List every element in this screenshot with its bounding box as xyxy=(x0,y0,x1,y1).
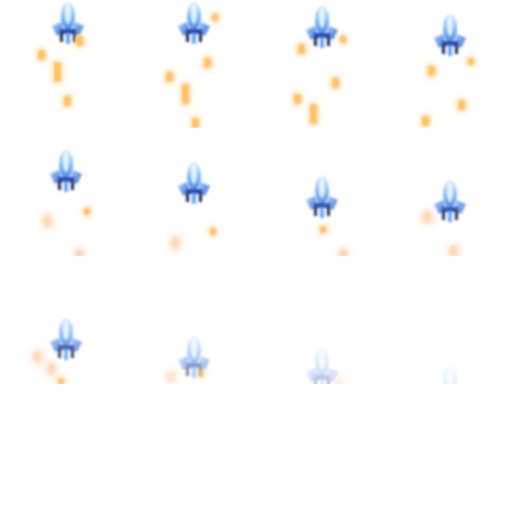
exhaust-spark xyxy=(182,84,189,104)
exhaust-spark xyxy=(458,100,465,110)
spaceship-sprite xyxy=(302,6,342,52)
exhaust-spark xyxy=(310,104,317,124)
exhaust-spark xyxy=(76,36,83,46)
sprite-frame xyxy=(256,0,384,128)
exhaust-spark xyxy=(76,250,83,256)
spaceship-sprite xyxy=(46,150,86,196)
exhaust-spark xyxy=(198,370,204,377)
exhaust-spark xyxy=(450,246,457,256)
exhaust-spark xyxy=(38,50,45,60)
sprite-frame xyxy=(128,384,256,512)
exhaust-spark xyxy=(336,378,343,384)
spaceship-sprite xyxy=(302,348,342,384)
exhaust-spark xyxy=(340,36,346,43)
exhaust-spark xyxy=(84,208,90,215)
exhaust-spark xyxy=(204,58,211,68)
exhaust-spark xyxy=(172,238,179,248)
sprite-frame xyxy=(128,128,256,256)
exhaust-spark xyxy=(34,352,41,362)
sprite-frame xyxy=(256,256,384,384)
exhaust-spark xyxy=(58,378,64,384)
exhaust-spark xyxy=(422,116,429,126)
sprite-frame xyxy=(256,384,384,512)
spaceship-sprite xyxy=(430,364,470,384)
exhaust-spark xyxy=(340,250,347,256)
exhaust-spark xyxy=(44,216,51,226)
sprite-frame xyxy=(384,256,512,384)
exhaust-spark xyxy=(332,78,339,88)
sprite-frame xyxy=(384,0,512,128)
spaceship-sprite xyxy=(174,162,214,208)
sprite-frame xyxy=(256,128,384,256)
spaceship-sprite xyxy=(48,2,88,48)
exhaust-spark xyxy=(468,58,474,65)
sprite-frame xyxy=(128,0,256,128)
exhaust-spark xyxy=(294,94,301,104)
exhaust-spark xyxy=(64,96,71,106)
sprite-frame xyxy=(128,256,256,384)
exhaust-spark xyxy=(168,372,175,382)
sprite-frame xyxy=(0,128,128,256)
sprite-frame xyxy=(0,0,128,128)
spaceship-sprite xyxy=(46,318,86,364)
spaceship-sprite xyxy=(430,14,470,60)
exhaust-spark xyxy=(210,228,216,235)
sprite-frame xyxy=(384,384,512,512)
spaceship-sprite xyxy=(174,2,214,48)
exhaust-spark xyxy=(54,62,61,82)
exhaust-spark xyxy=(166,72,173,82)
exhaust-spark xyxy=(212,14,218,21)
sprite-frame xyxy=(0,384,128,512)
spaceship-sprite xyxy=(302,176,342,222)
spaceship-sprite xyxy=(174,336,214,382)
exhaust-spark xyxy=(192,118,199,128)
exhaust-spark xyxy=(424,212,431,222)
exhaust-spark xyxy=(428,66,435,76)
spaceship-sprite xyxy=(430,180,470,226)
exhaust-spark xyxy=(48,364,55,374)
exhaust-spark xyxy=(320,226,326,233)
sprite-frame xyxy=(0,256,128,384)
sprite-frame xyxy=(384,128,512,256)
exhaust-spark xyxy=(298,44,305,54)
